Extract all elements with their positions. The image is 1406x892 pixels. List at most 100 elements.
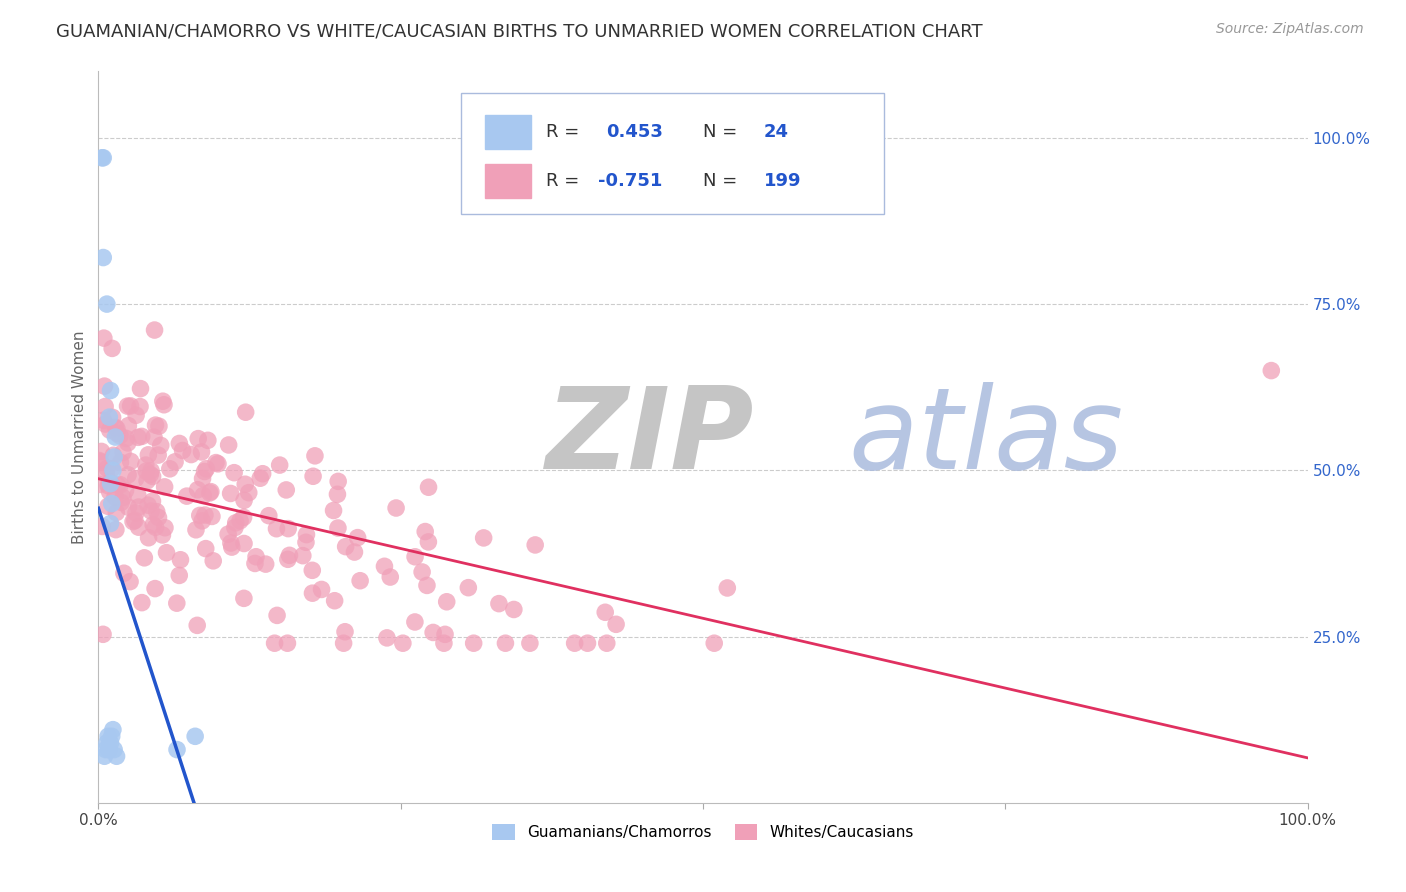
Point xyxy=(266,522,288,536)
Point xyxy=(112,445,135,459)
Point xyxy=(110,477,132,491)
Point xyxy=(224,520,246,534)
Point xyxy=(249,471,271,485)
Point xyxy=(97,479,120,493)
Point xyxy=(152,394,174,409)
Point xyxy=(502,602,524,616)
Point xyxy=(91,519,114,533)
Point xyxy=(139,467,162,482)
Point xyxy=(98,423,121,437)
Point xyxy=(187,432,209,446)
Point xyxy=(139,464,162,478)
Point xyxy=(93,413,115,427)
Text: ZIP: ZIP xyxy=(546,382,754,492)
Bar xyxy=(485,115,531,149)
Point xyxy=(233,477,256,491)
Point xyxy=(101,410,124,425)
Point xyxy=(112,566,135,581)
Point xyxy=(122,515,145,529)
Point xyxy=(418,480,440,494)
Point xyxy=(103,450,125,464)
Point xyxy=(269,458,291,472)
Point xyxy=(153,521,176,535)
Point xyxy=(141,494,163,508)
Point xyxy=(125,506,148,520)
Point xyxy=(169,553,191,567)
Point xyxy=(457,581,479,595)
Point xyxy=(98,475,121,489)
Point xyxy=(418,535,440,549)
Point xyxy=(193,465,215,479)
Point xyxy=(233,493,256,508)
Point xyxy=(120,399,142,413)
Point xyxy=(100,497,122,511)
Point xyxy=(115,432,138,446)
Text: -0.751: -0.751 xyxy=(598,172,662,190)
Point xyxy=(155,546,177,560)
Point xyxy=(385,501,408,516)
Point xyxy=(120,454,142,468)
Point xyxy=(127,488,149,502)
Point xyxy=(411,565,433,579)
Point xyxy=(187,483,209,497)
Point xyxy=(229,514,252,528)
Point xyxy=(380,570,402,584)
Text: 24: 24 xyxy=(763,123,789,141)
Point xyxy=(190,445,212,459)
Point xyxy=(100,476,122,491)
Point xyxy=(94,467,117,481)
Point xyxy=(117,399,139,413)
Point xyxy=(349,574,371,588)
Point xyxy=(295,535,318,549)
Point xyxy=(332,636,354,650)
Point xyxy=(127,430,149,444)
Point xyxy=(101,342,124,356)
Point xyxy=(117,467,139,482)
Point xyxy=(472,531,495,545)
Point xyxy=(117,500,139,515)
Point xyxy=(152,528,174,542)
Point xyxy=(576,636,599,650)
Point xyxy=(135,458,157,472)
Point xyxy=(433,636,456,650)
Point xyxy=(138,448,160,462)
Text: 199: 199 xyxy=(763,172,801,190)
Point xyxy=(1260,363,1282,377)
Point xyxy=(198,486,221,500)
Point xyxy=(413,524,436,539)
Point xyxy=(322,503,344,517)
Point xyxy=(100,736,122,750)
Point xyxy=(373,559,395,574)
Point xyxy=(238,485,260,500)
Point xyxy=(145,418,167,433)
Legend: Guamanians/Chamorros, Whites/Caucasians: Guamanians/Chamorros, Whites/Caucasians xyxy=(486,818,920,847)
Point xyxy=(125,472,148,486)
Point xyxy=(134,550,156,565)
Point xyxy=(217,527,239,541)
Point xyxy=(278,549,301,563)
Point xyxy=(277,552,299,566)
Point xyxy=(193,489,215,503)
Point xyxy=(188,508,211,523)
Point xyxy=(167,568,190,582)
Point xyxy=(176,489,198,503)
Point xyxy=(148,419,170,434)
Point xyxy=(100,516,122,531)
Point xyxy=(89,477,111,491)
Point xyxy=(129,400,152,414)
Point xyxy=(235,405,257,419)
Point xyxy=(328,475,350,489)
Bar xyxy=(485,164,531,197)
Point xyxy=(232,510,254,524)
Point xyxy=(333,624,356,639)
Point xyxy=(232,591,254,606)
Point xyxy=(138,531,160,545)
Point xyxy=(94,417,117,431)
Text: Source: ZipAtlas.com: Source: ZipAtlas.com xyxy=(1216,22,1364,37)
Text: atlas: atlas xyxy=(848,382,1123,492)
Point xyxy=(245,549,267,564)
Point xyxy=(207,457,229,471)
Point xyxy=(105,749,128,764)
Point xyxy=(112,491,135,505)
Point xyxy=(91,151,114,165)
